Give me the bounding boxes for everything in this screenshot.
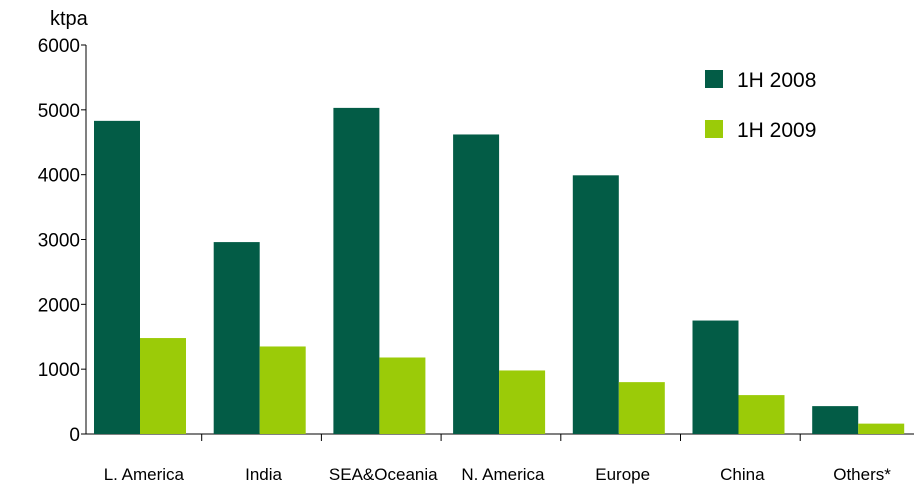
bar-1h-2008-3	[453, 134, 500, 434]
y-tick-label: 3000	[38, 231, 80, 252]
legend-label: 1H 2009	[737, 119, 816, 142]
legend-label: 1H 2008	[737, 69, 816, 92]
y-tick-label: 1000	[38, 360, 80, 381]
y-tick-label: 5000	[38, 101, 80, 122]
bar-1h-2008-0	[94, 120, 140, 434]
bar-1h-2009-0	[140, 338, 186, 434]
x-category-label: China	[720, 465, 765, 484]
x-category-label: India	[245, 465, 282, 484]
bars	[94, 107, 905, 434]
x-category-label: SEA&Oceania	[329, 465, 438, 484]
legend-swatch	[705, 70, 723, 88]
y-tick-label: 2000	[38, 295, 80, 316]
bar-1h-2008-6	[812, 406, 859, 434]
axes: 0 1000 2000 3000 4000 5000 6000 L. America India…	[38, 36, 914, 484]
x-category-label: Europe	[595, 465, 650, 484]
y-tick-label: 0	[69, 425, 80, 446]
bar-1h-2009-2	[379, 357, 426, 434]
bar-1h-2009-4	[618, 382, 665, 434]
legend-swatch	[705, 120, 723, 138]
bar-1h-2008-2	[333, 107, 380, 434]
x-category-label: L. America	[104, 465, 185, 484]
bar-1h-2009-6	[858, 423, 905, 434]
x-category-label: N. America	[461, 465, 545, 484]
x-category-label: Others*	[833, 465, 891, 484]
bar-1h-2009-3	[499, 370, 546, 434]
bar-1h-2009-1	[259, 346, 306, 434]
bar-1h-2009-5	[738, 395, 785, 434]
y-tick-label: 6000	[38, 36, 80, 57]
bar-1h-2008-5	[692, 320, 739, 434]
bar-1h-2008-1	[213, 242, 260, 434]
y-unit-label: ktpa	[50, 8, 89, 30]
y-tick-label: 4000	[38, 166, 80, 187]
bar-1h-2008-4	[572, 175, 619, 434]
legend: 1H 2008 1H 2009	[705, 69, 816, 142]
